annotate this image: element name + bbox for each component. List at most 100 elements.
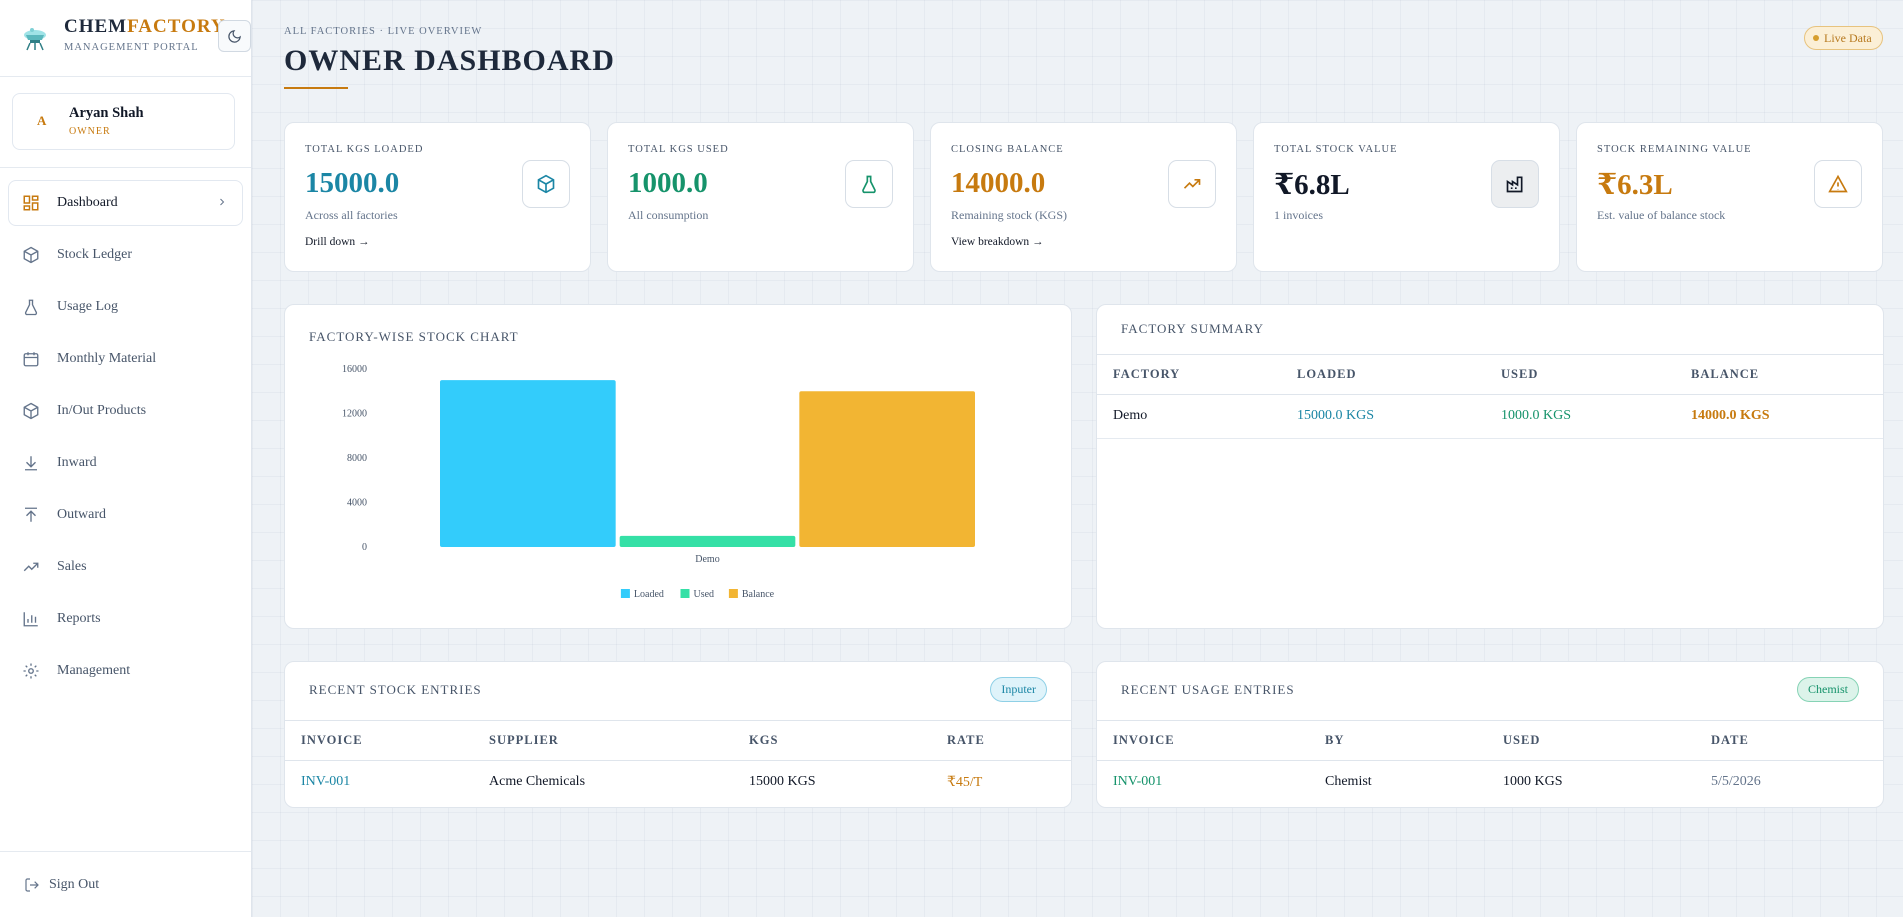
- inputer-tag: Inputer: [990, 677, 1047, 702]
- user-section: A Aryan Shah OWNER: [0, 77, 251, 168]
- sidebar-item-in-out-products[interactable]: In/Out Products: [8, 388, 243, 434]
- stat-icon-box: [1168, 160, 1216, 208]
- sidebar-item-usage-log[interactable]: Usage Log: [8, 284, 243, 330]
- sidebar-item-dashboard[interactable]: Dashboard: [8, 180, 243, 226]
- sidebar-item-label: Stock Ledger: [57, 247, 133, 262]
- table-row[interactable]: INV-001 Acme Chemicals 15000 KGS ₹45/T: [285, 761, 1071, 805]
- brand-subtitle: MANAGEMENT PORTAL: [64, 42, 199, 53]
- recent-stock-title: RECENT STOCK ENTRIES: [309, 682, 482, 697]
- chart-title: FACTORY-WISE STOCK CHART: [309, 329, 519, 344]
- box-icon: [22, 246, 40, 264]
- column-header: BALANCE: [1691, 367, 1760, 381]
- stat-value: ₹6.3L: [1597, 169, 1673, 201]
- dashboard-icon: [22, 194, 40, 212]
- legend-label: Balance: [742, 589, 775, 600]
- box-icon: [537, 174, 555, 194]
- legend-label: Used: [694, 589, 715, 600]
- recent-stock-entries-panel: RECENT STOCK ENTRIES Inputer INVOICE SUP…: [284, 661, 1072, 808]
- sidebar-item-label: Sales: [57, 559, 87, 574]
- stat-subtext: Remaining stock (KGS): [951, 208, 1067, 222]
- column-header: SUPPLIER: [489, 733, 559, 747]
- y-tick-label: 4000: [347, 498, 367, 509]
- rate-cell: ₹45/T: [947, 775, 983, 790]
- y-tick-label: 16000: [342, 364, 367, 375]
- recent-usage-entries-panel: RECENT USAGE ENTRIES Chemist INVOICE BY …: [1096, 661, 1884, 808]
- gear-icon: [22, 662, 40, 680]
- upload-icon: [22, 506, 40, 524]
- sidebar-item-sales[interactable]: Sales: [8, 544, 243, 590]
- drill-down-link[interactable]: Drill down →: [305, 236, 370, 248]
- calendar-icon: [22, 350, 40, 368]
- bar-balance[interactable]: [799, 391, 975, 547]
- stat-card-total-kgs-used[interactable]: TOTAL KGS USED 1000.0 All consumption: [607, 122, 914, 272]
- logout-icon: [24, 877, 40, 893]
- live-dot-icon: [1813, 35, 1819, 41]
- sign-out-label: Sign Out: [49, 876, 100, 892]
- user-role: OWNER: [69, 126, 111, 137]
- view-breakdown-link[interactable]: View breakdown →: [951, 236, 1044, 248]
- bar-loaded[interactable]: [440, 380, 616, 547]
- stat-icon-box: [1491, 160, 1539, 208]
- table-row[interactable]: INV-001 Chemist 1000 KGS 5/5/2026: [1097, 761, 1883, 805]
- stat-label: TOTAL KGS USED: [628, 144, 729, 155]
- kgs-cell: 15000 KGS: [749, 774, 816, 789]
- trending-up-icon: [22, 558, 40, 576]
- invoice-link[interactable]: INV-001: [301, 774, 351, 789]
- used-cell: 1000.0 KGS: [1501, 408, 1572, 423]
- download-icon: [22, 454, 40, 472]
- summary-table-header: FACTORY LOADED USED BALANCE: [1097, 354, 1883, 395]
- table-row[interactable]: Demo 15000.0 KGS 1000.0 KGS 14000.0 KGS: [1097, 395, 1883, 439]
- column-header: BY: [1325, 733, 1345, 747]
- summary-title: FACTORY SUMMARY: [1121, 321, 1264, 336]
- stat-card-total-stock-value[interactable]: TOTAL STOCK VALUE ₹6.8L 1 invoices: [1253, 122, 1560, 272]
- date-cell: 5/5/2026: [1711, 774, 1761, 789]
- alert-triangle-icon: [1828, 174, 1848, 193]
- legend-label: Loaded: [634, 589, 664, 600]
- avatar: A: [37, 113, 47, 128]
- sidebar-item-label: Monthly Material: [57, 351, 157, 366]
- factory-cell: Demo: [1113, 408, 1148, 423]
- moon-icon: [228, 29, 241, 43]
- stat-card-stock-remaining-value[interactable]: STOCK REMAINING VALUE ₹6.3L Est. value o…: [1576, 122, 1883, 272]
- brand-name: CHEMFACTORY: [64, 16, 226, 37]
- column-header: USED: [1501, 367, 1539, 381]
- factory-icon: [1506, 176, 1523, 193]
- sidebar-item-label: Outward: [57, 507, 106, 522]
- sidebar-item-outward[interactable]: Outward: [8, 492, 243, 538]
- sidebar-item-monthly-material[interactable]: Monthly Material: [8, 336, 243, 382]
- page-kicker: ALL FACTORIES · LIVE OVERVIEW: [284, 26, 483, 37]
- chemist-tag: Chemist: [1796, 677, 1859, 702]
- y-tick-label: 8000: [347, 453, 367, 464]
- stat-card-closing-balance[interactable]: CLOSING BALANCE 14000.0 Remaining stock …: [930, 122, 1237, 272]
- sidebar-item-inward[interactable]: Inward: [8, 440, 243, 486]
- theme-toggle-button[interactable]: [218, 20, 251, 52]
- flask-logo-icon: [24, 28, 46, 51]
- stat-subtext: Est. value of balance stock: [1597, 208, 1726, 222]
- usage-table-header: INVOICE BY USED DATE: [1097, 720, 1883, 761]
- used-cell: 1000 KGS: [1503, 774, 1563, 789]
- sidebar-item-management[interactable]: Management: [8, 648, 243, 694]
- column-header: FACTORY: [1113, 367, 1181, 381]
- stock-table-header: INVOICE SUPPLIER KGS RATE: [285, 720, 1071, 761]
- stat-label: TOTAL KGS LOADED: [305, 144, 424, 155]
- sidebar-item-label: Management: [57, 663, 131, 678]
- stat-subtext: 1 invoices: [1274, 208, 1323, 222]
- legend-swatch: [680, 589, 690, 598]
- recent-usage-title: RECENT USAGE ENTRIES: [1121, 682, 1295, 697]
- box-icon: [22, 402, 40, 420]
- y-tick-label: 12000: [342, 409, 367, 420]
- live-badge-label: Live Data: [1824, 30, 1872, 45]
- user-name: Aryan Shah: [69, 105, 144, 121]
- balance-cell: 14000.0 KGS: [1691, 408, 1770, 423]
- sidebar-item-stock-ledger[interactable]: Stock Ledger: [8, 232, 243, 278]
- bar-used[interactable]: [619, 535, 796, 547]
- stat-label: TOTAL STOCK VALUE: [1274, 144, 1398, 155]
- stat-icon-box: [1814, 160, 1862, 208]
- sign-out-button[interactable]: Sign Out: [0, 851, 251, 917]
- sidebar-item-label: In/Out Products: [57, 403, 147, 418]
- stat-card-total-kgs-loaded[interactable]: TOTAL KGS LOADED 15000.0 Across all fact…: [284, 122, 591, 272]
- bar-chart: 0 4000 8000 12000 16000 Demo Loaded Used Balance: [342, 364, 975, 600]
- sidebar-item-reports[interactable]: Reports: [8, 596, 243, 642]
- column-header: DATE: [1711, 733, 1749, 747]
- invoice-link[interactable]: INV-001: [1113, 774, 1163, 789]
